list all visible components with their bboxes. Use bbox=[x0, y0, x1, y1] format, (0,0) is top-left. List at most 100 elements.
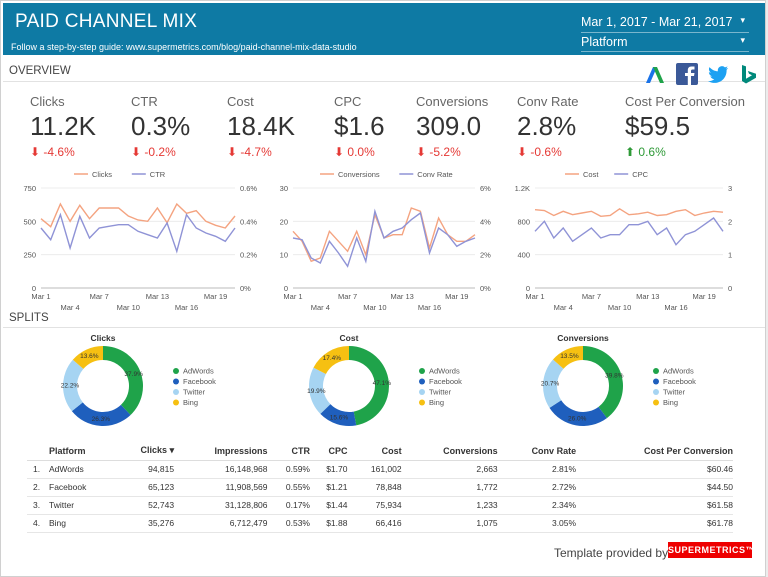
y-tick-label-right: 2 bbox=[728, 217, 732, 226]
legend-dot bbox=[419, 378, 425, 385]
legend-label: CTR bbox=[150, 170, 166, 179]
column-header[interactable]: CPC bbox=[309, 442, 348, 461]
legend-label: Bing bbox=[429, 398, 444, 407]
kpi-label: CPC bbox=[334, 94, 362, 109]
series-line-cpc bbox=[534, 217, 724, 246]
table-cell: Bing bbox=[49, 514, 115, 533]
kpi-value: $1.6 bbox=[334, 111, 385, 141]
table-cell: 2,663 bbox=[401, 460, 498, 479]
kpi-value: 11.2K bbox=[30, 111, 97, 141]
x-tick-label: Mar 13 bbox=[146, 292, 169, 301]
series-line-cost bbox=[534, 207, 724, 218]
column-header[interactable]: Impressions bbox=[174, 442, 268, 461]
donut-slice-bing bbox=[72, 346, 103, 369]
kpi-cost: Cost 18.4K ⬇ -4.7% bbox=[227, 94, 295, 159]
y-tick-label-right: 0% bbox=[240, 284, 251, 293]
y-tick-label-left: 800 bbox=[517, 217, 530, 226]
kpi-delta-value: -0.2% bbox=[144, 145, 176, 159]
x-tick-label: Mar 1 bbox=[283, 292, 302, 301]
x-tick-label: Mar 7 bbox=[582, 292, 601, 301]
x-tick-label: Mar 4 bbox=[311, 303, 330, 312]
slice-value-label: 13.5% bbox=[560, 353, 579, 360]
legend-label: CPC bbox=[632, 170, 648, 179]
column-header[interactable]: Conv Rate bbox=[497, 442, 577, 461]
legend-label: Clicks bbox=[92, 170, 112, 179]
report-header: PAID CHANNEL MIX Follow a step-by-step g… bbox=[3, 3, 765, 55]
kpi-delta-value: -4.6% bbox=[43, 145, 75, 159]
slice-value-label: 20.7% bbox=[541, 381, 560, 388]
column-header[interactable]: Platform bbox=[49, 442, 115, 461]
splits-heading: SPLITS bbox=[9, 312, 49, 324]
kpi-delta-value: -5.2% bbox=[429, 145, 461, 159]
kpi-delta: ⬇ -5.2% bbox=[416, 145, 488, 159]
slice-value-label: 15.6% bbox=[330, 414, 349, 421]
arrow-down-icon: ⬇ bbox=[131, 145, 142, 159]
supermetrics-logo[interactable]: SUPERMETRICS™ bbox=[668, 542, 755, 558]
date-range-value: Mar 1, 2017 - Mar 21, 2017 bbox=[581, 15, 733, 29]
kpi-delta: ⬇ -0.2% bbox=[131, 145, 190, 159]
table-cell: 6,712,479 bbox=[174, 514, 268, 533]
table-cell: 3.05% bbox=[497, 514, 577, 533]
kpi-delta: ⬇ -0.6% bbox=[517, 145, 578, 159]
x-tick-label: Mar 7 bbox=[338, 292, 357, 301]
legend-dot bbox=[653, 378, 659, 385]
column-header[interactable]: CTR bbox=[267, 442, 310, 461]
donut-slice-adwords bbox=[349, 346, 389, 426]
table-cell: 1,075 bbox=[401, 514, 498, 533]
donut-slice-bing bbox=[552, 346, 583, 369]
x-tick-label: Mar 1 bbox=[525, 292, 544, 301]
arrow-down-icon: ⬇ bbox=[30, 145, 41, 159]
y-tick-label-right: 1 bbox=[728, 251, 732, 260]
slice-value-label: 22.2% bbox=[61, 382, 80, 389]
table-row: 3. Twitter 52,743 31,128,806 0.17% $1.44… bbox=[27, 496, 733, 515]
kpi-delta: ⬇ 0.0% bbox=[334, 145, 385, 159]
slice-value-label: 13.6% bbox=[80, 353, 99, 360]
table-cell: 2. bbox=[27, 478, 49, 497]
legend-dot bbox=[173, 389, 179, 395]
x-tick-label: Mar 13 bbox=[391, 292, 414, 301]
column-header[interactable]: Conversions bbox=[401, 442, 498, 461]
table-cell: 78,848 bbox=[347, 478, 402, 497]
y-tick-label-left: 1.2K bbox=[515, 184, 530, 193]
table-cell: 4. bbox=[27, 514, 49, 533]
slice-value-label: 37.9% bbox=[124, 371, 143, 378]
table-cell: 75,934 bbox=[347, 496, 402, 515]
y-tick-label-right: 0.4% bbox=[240, 217, 257, 226]
x-tick-label: Mar 10 bbox=[608, 303, 631, 312]
column-header[interactable]: Cost Per Conversion bbox=[576, 442, 733, 461]
arrow-down-icon: ⬇ bbox=[227, 145, 238, 159]
slice-value-label: 26.3% bbox=[92, 416, 111, 423]
x-tick-label: Mar 1 bbox=[31, 292, 50, 301]
legend-label: AdWords bbox=[663, 367, 694, 376]
legend-dot bbox=[653, 399, 659, 406]
column-header[interactable]: Cost bbox=[347, 442, 402, 461]
kpi-cpc: CPC $1.6 ⬇ 0.0% bbox=[334, 94, 385, 159]
y-tick-label-right: 0.2% bbox=[240, 251, 257, 260]
kpi-value: 2.8% bbox=[517, 111, 577, 141]
table-cell: $61.58 bbox=[576, 496, 733, 515]
legend-label: Facebook bbox=[183, 377, 216, 386]
column-header-sorted[interactable]: Clicks ▾ bbox=[115, 442, 175, 461]
bing-logo-icon bbox=[742, 65, 756, 84]
table-cell: $1.70 bbox=[309, 460, 348, 479]
x-tick-label: Mar 16 bbox=[418, 303, 441, 312]
guide-link[interactable]: Follow a step-by-step guide: www.superme… bbox=[11, 42, 357, 52]
legend-label: Bing bbox=[663, 398, 678, 407]
platform-filter[interactable]: Platform ▾ bbox=[581, 35, 747, 49]
donut-slice-twitter bbox=[543, 359, 564, 408]
slice-value-label: 17.4% bbox=[323, 355, 342, 362]
trademark-mark: ™ bbox=[745, 545, 756, 555]
table-cell: 2.81% bbox=[497, 460, 577, 479]
kpi-label: Clicks bbox=[30, 94, 65, 109]
kpi-value: 309.0 bbox=[416, 111, 482, 141]
clicks-donut-chart: Clicks 37.9% 26.3% 22.2% 13.6% AdWordsFaceboo… bbox=[61, 333, 216, 426]
table-cell: 2.72% bbox=[497, 478, 577, 497]
y-tick-label-right: 6% bbox=[480, 184, 491, 193]
y-tick-label-right: 2% bbox=[480, 251, 491, 260]
legend-label: AdWords bbox=[183, 367, 214, 376]
donut-slice-facebook bbox=[71, 402, 131, 426]
table-cell: 3. bbox=[27, 496, 49, 515]
y-tick-label-left: 500 bbox=[23, 217, 36, 226]
y-tick-label-left: 0 bbox=[526, 284, 530, 293]
date-range-selector[interactable]: Mar 1, 2017 - Mar 21, 2017 ▾ bbox=[581, 15, 747, 29]
